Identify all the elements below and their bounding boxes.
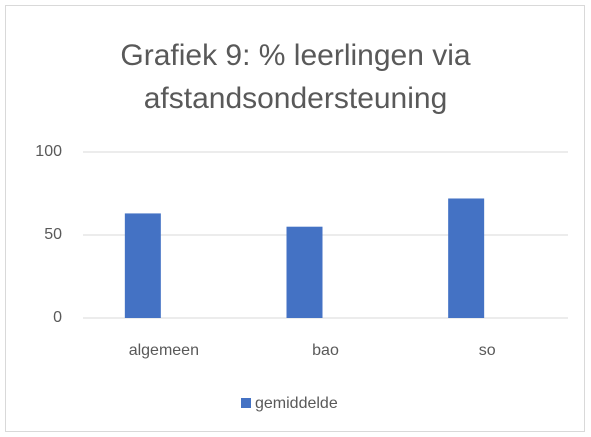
bar [448, 198, 485, 318]
legend-swatch [241, 398, 251, 408]
chart-border [5, 5, 585, 432]
x-tick-label: algemeen [129, 342, 199, 359]
x-tick-label: bao [312, 342, 339, 359]
bar [124, 213, 161, 318]
chart-title: Grafiek 9: % leerlingen via afstandsonde… [120, 39, 471, 115]
legend-label: gemiddelde [255, 395, 338, 412]
y-tick-label: 50 [44, 226, 62, 243]
y-tick-label: 0 [53, 309, 62, 326]
x-tick-label: so [479, 342, 496, 359]
y-tick-label: 100 [35, 143, 62, 160]
bar [286, 226, 323, 318]
